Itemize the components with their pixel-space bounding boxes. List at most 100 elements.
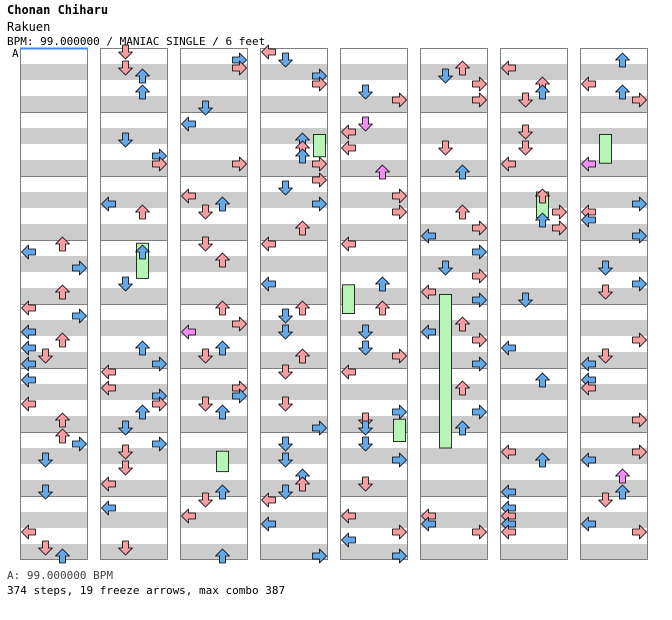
arrow-down-icon — [278, 484, 293, 500]
arrow-down-icon — [598, 348, 613, 364]
beat-stripe — [180, 304, 248, 320]
arrow-down-icon — [358, 340, 373, 356]
beat-stripe — [500, 416, 568, 432]
arrow-left-icon — [421, 284, 436, 300]
beat-stripe — [20, 528, 88, 544]
arrow-down-icon — [198, 100, 213, 116]
beat-stripe — [20, 64, 88, 80]
arrow-left-icon — [261, 44, 276, 60]
arrow-up-icon — [535, 212, 550, 228]
beat-stripe — [340, 48, 408, 64]
beat-stripe — [260, 464, 328, 480]
arrow-up-icon — [215, 340, 230, 356]
beat-stripe — [500, 528, 568, 544]
arrow-down-icon — [598, 260, 613, 276]
beat-stripe — [500, 128, 568, 144]
beat-stripe — [260, 400, 328, 416]
beat-stripe — [500, 192, 568, 208]
beat-stripe — [420, 48, 488, 64]
beat-stripe — [340, 144, 408, 160]
beat-stripe — [100, 128, 168, 144]
arrow-left-icon — [101, 476, 116, 492]
beat-stripe — [180, 448, 248, 464]
arrow-down-icon — [438, 140, 453, 156]
beat-stripe — [420, 288, 488, 304]
beat-stripe — [260, 48, 328, 64]
arrow-up-icon — [455, 204, 470, 220]
beat-stripe — [340, 208, 408, 224]
arrow-right-icon — [472, 268, 487, 284]
arrow-down-icon — [118, 276, 133, 292]
beat-stripe — [340, 336, 408, 352]
beat-stripe — [580, 96, 648, 112]
beat-stripe — [20, 432, 88, 448]
arrow-down-icon — [38, 484, 53, 500]
beat-stripe — [260, 432, 328, 448]
beat-stripe — [340, 528, 408, 544]
beat-stripe — [20, 192, 88, 208]
beat-stripe — [260, 144, 328, 160]
arrow-up-icon — [135, 84, 150, 100]
arrow-right-icon — [632, 276, 647, 292]
beat-stripe — [500, 400, 568, 416]
beat-stripe — [180, 512, 248, 528]
arrow-right-icon — [72, 436, 87, 452]
beat-stripe — [500, 432, 568, 448]
beat-stripe — [500, 208, 568, 224]
arrow-up-icon — [375, 276, 390, 292]
freeze-arrow-body — [599, 133, 612, 164]
beat-stripe — [420, 496, 488, 512]
arrow-left-icon — [421, 324, 436, 340]
arrow-left-icon — [421, 228, 436, 244]
beat-stripe — [20, 496, 88, 512]
beat-stripe — [100, 512, 168, 528]
beat-stripe — [420, 384, 488, 400]
beat-stripe — [340, 288, 408, 304]
beat-stripe — [180, 208, 248, 224]
beat-stripe — [20, 400, 88, 416]
column-border — [180, 48, 248, 560]
beat-stripe — [100, 400, 168, 416]
beat-stripe — [260, 480, 328, 496]
beat-stripe — [180, 528, 248, 544]
arrow-right-icon — [392, 348, 407, 364]
arrow-right-icon — [312, 548, 327, 564]
arrow-right-icon — [232, 156, 247, 172]
beat-stripe — [340, 320, 408, 336]
beat-stripe — [100, 160, 168, 176]
song-title: Rakuen — [7, 20, 51, 34]
arrow-down-icon — [278, 364, 293, 380]
step-stats: 374 steps, 19 freeze arrows, max combo 3… — [7, 584, 286, 597]
beat-stripe — [20, 176, 88, 192]
arrow-up-icon — [215, 196, 230, 212]
arrow-left-icon — [501, 444, 516, 460]
arrow-left-icon — [421, 516, 436, 532]
arrow-down-icon — [278, 436, 293, 452]
beat-stripe — [260, 416, 328, 432]
arrow-left-icon — [21, 372, 36, 388]
beat-stripe — [500, 48, 568, 64]
chart-column — [180, 48, 248, 560]
beat-stripe — [20, 160, 88, 176]
arrow-down-icon — [358, 84, 373, 100]
beat-stripe — [180, 192, 248, 208]
beat-stripe — [420, 352, 488, 368]
arrow-down-icon — [598, 284, 613, 300]
beat-stripe — [580, 272, 648, 288]
beat-stripe — [20, 512, 88, 528]
beat-stripe — [420, 80, 488, 96]
arrow-right-icon — [552, 220, 567, 236]
arrow-up-icon — [455, 164, 470, 180]
beat-stripe — [500, 224, 568, 240]
chart-column — [260, 48, 328, 560]
arrow-left-icon — [261, 236, 276, 252]
arrow-left-icon — [581, 356, 596, 372]
beat-stripe — [500, 96, 568, 112]
arrow-down-icon — [38, 348, 53, 364]
arrow-right-icon — [152, 436, 167, 452]
beat-stripe — [260, 96, 328, 112]
beat-stripe — [580, 112, 648, 128]
arrow-right-icon — [312, 76, 327, 92]
arrow-left-icon — [181, 188, 196, 204]
arrow-down-icon — [278, 308, 293, 324]
